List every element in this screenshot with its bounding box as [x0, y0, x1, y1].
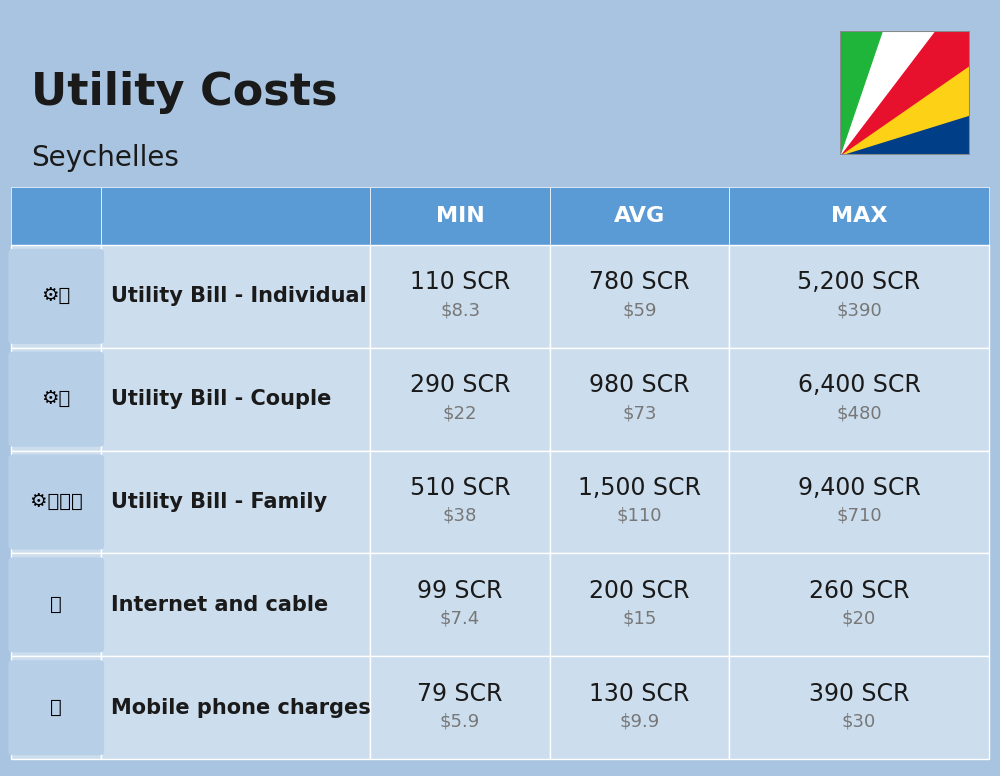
Text: Seychelles: Seychelles: [31, 144, 179, 172]
Text: 110 SCR: 110 SCR: [410, 271, 510, 294]
Text: ⚙👨‍👩‍👧: ⚙👨‍👩‍👧: [30, 493, 83, 511]
FancyBboxPatch shape: [11, 187, 101, 245]
Wedge shape: [840, 88, 1000, 155]
FancyBboxPatch shape: [101, 656, 370, 759]
FancyBboxPatch shape: [729, 656, 989, 759]
Text: $22: $22: [443, 404, 477, 422]
Text: 980 SCR: 980 SCR: [589, 373, 690, 397]
FancyBboxPatch shape: [101, 553, 370, 656]
Text: $38: $38: [443, 507, 477, 525]
Text: 200 SCR: 200 SCR: [589, 579, 690, 603]
Text: $8.3: $8.3: [440, 301, 480, 319]
Text: $73: $73: [622, 404, 657, 422]
Text: $5.9: $5.9: [440, 712, 480, 731]
FancyBboxPatch shape: [11, 245, 101, 348]
Text: $390: $390: [836, 301, 882, 319]
FancyBboxPatch shape: [8, 352, 104, 447]
Text: 390 SCR: 390 SCR: [809, 682, 909, 706]
FancyBboxPatch shape: [550, 245, 729, 348]
FancyBboxPatch shape: [11, 553, 101, 656]
FancyBboxPatch shape: [729, 451, 989, 553]
Text: $15: $15: [622, 610, 657, 628]
FancyBboxPatch shape: [370, 187, 550, 245]
FancyBboxPatch shape: [11, 656, 101, 759]
FancyBboxPatch shape: [370, 553, 550, 656]
Text: Utility Bill - Family: Utility Bill - Family: [111, 492, 327, 512]
Text: 1,500 SCR: 1,500 SCR: [578, 476, 701, 501]
FancyBboxPatch shape: [101, 348, 370, 451]
Text: MAX: MAX: [831, 206, 887, 226]
FancyBboxPatch shape: [101, 245, 370, 348]
Text: $110: $110: [617, 507, 662, 525]
FancyBboxPatch shape: [729, 348, 989, 451]
Text: $710: $710: [836, 507, 882, 525]
Text: 780 SCR: 780 SCR: [589, 271, 690, 294]
FancyBboxPatch shape: [550, 451, 729, 553]
Text: $480: $480: [836, 404, 882, 422]
Text: Internet and cable: Internet and cable: [111, 595, 328, 615]
Text: 260 SCR: 260 SCR: [809, 579, 909, 603]
FancyBboxPatch shape: [729, 553, 989, 656]
Text: Utility Bill - Couple: Utility Bill - Couple: [111, 390, 331, 409]
Text: AVG: AVG: [614, 206, 665, 226]
Text: MIN: MIN: [436, 206, 484, 226]
FancyBboxPatch shape: [11, 348, 101, 451]
FancyBboxPatch shape: [8, 660, 104, 755]
Text: 6,400 SCR: 6,400 SCR: [798, 373, 920, 397]
Text: $7.4: $7.4: [440, 610, 480, 628]
FancyBboxPatch shape: [101, 451, 370, 553]
FancyBboxPatch shape: [729, 187, 989, 245]
Text: 79 SCR: 79 SCR: [417, 682, 503, 706]
Text: 99 SCR: 99 SCR: [417, 579, 503, 603]
Text: ⚙🏠: ⚙🏠: [42, 287, 71, 306]
FancyBboxPatch shape: [370, 656, 550, 759]
FancyBboxPatch shape: [550, 553, 729, 656]
Text: $30: $30: [842, 712, 876, 731]
FancyBboxPatch shape: [370, 348, 550, 451]
Text: Mobile phone charges: Mobile phone charges: [111, 698, 371, 718]
FancyBboxPatch shape: [8, 249, 104, 344]
Text: Utility Costs: Utility Costs: [31, 71, 338, 114]
Text: $59: $59: [622, 301, 657, 319]
FancyBboxPatch shape: [8, 557, 104, 653]
FancyBboxPatch shape: [550, 187, 729, 245]
Wedge shape: [840, 0, 974, 155]
Text: 510 SCR: 510 SCR: [410, 476, 510, 501]
Text: 130 SCR: 130 SCR: [589, 682, 690, 706]
Text: Utility Bill - Individual: Utility Bill - Individual: [111, 286, 367, 307]
Wedge shape: [840, 27, 1000, 155]
Text: ⚙👫: ⚙👫: [42, 390, 71, 409]
FancyBboxPatch shape: [8, 455, 104, 549]
FancyBboxPatch shape: [729, 245, 989, 348]
FancyBboxPatch shape: [550, 656, 729, 759]
FancyBboxPatch shape: [550, 348, 729, 451]
Text: 290 SCR: 290 SCR: [410, 373, 510, 397]
Wedge shape: [840, 0, 1000, 155]
Text: 📱: 📱: [50, 698, 62, 717]
Text: 📶: 📶: [50, 595, 62, 615]
FancyBboxPatch shape: [370, 451, 550, 553]
FancyBboxPatch shape: [101, 187, 370, 245]
Wedge shape: [840, 0, 910, 155]
FancyBboxPatch shape: [370, 245, 550, 348]
Text: $20: $20: [842, 610, 876, 628]
Text: 9,400 SCR: 9,400 SCR: [798, 476, 920, 501]
Text: 5,200 SCR: 5,200 SCR: [797, 271, 921, 294]
Text: $9.9: $9.9: [619, 712, 660, 731]
FancyBboxPatch shape: [11, 451, 101, 553]
